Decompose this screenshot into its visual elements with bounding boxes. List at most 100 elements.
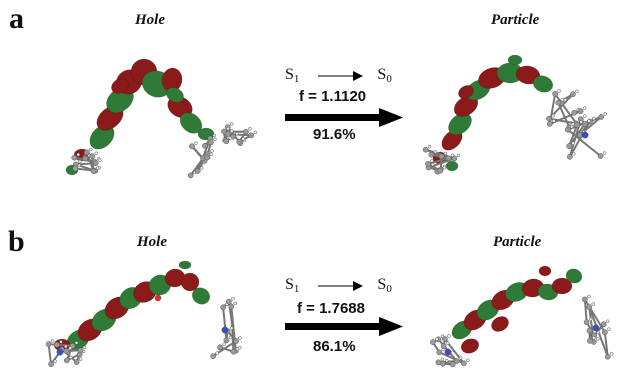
carbon-atom bbox=[54, 341, 60, 348]
orbital-lobe bbox=[445, 160, 459, 172]
hydrogen-atom bbox=[433, 149, 438, 154]
hydrogen-atom bbox=[95, 166, 100, 170]
hydrogen-atom bbox=[68, 346, 73, 350]
bond bbox=[583, 299, 588, 323]
hydrogen-atom bbox=[78, 357, 83, 361]
carbon-atom bbox=[63, 348, 70, 354]
carbon-atom bbox=[83, 149, 90, 156]
bond bbox=[560, 102, 578, 125]
orbital-lobe bbox=[565, 268, 583, 284]
hydrogen-atom bbox=[229, 326, 234, 330]
hydrogen-atom bbox=[587, 294, 591, 299]
hydrogen-atom bbox=[563, 98, 568, 102]
carbon-atom bbox=[236, 139, 243, 145]
orbital-lobe-positive bbox=[111, 78, 129, 94]
nitrogen-atom bbox=[56, 348, 64, 356]
carbon-atom bbox=[604, 353, 611, 360]
carbon-atom bbox=[248, 132, 255, 139]
carbon-atom bbox=[445, 155, 452, 162]
orbital-lobe bbox=[460, 338, 480, 354]
carbon-atom bbox=[202, 142, 208, 149]
hydrogen-atom bbox=[53, 359, 57, 363]
oscillator-strength-a: f = 1.1120 bbox=[299, 88, 367, 105]
carbon-atom bbox=[223, 337, 230, 344]
hydrogen-atom bbox=[94, 151, 99, 155]
hydrogen-atom bbox=[582, 106, 587, 110]
hydrogen-atom bbox=[445, 341, 450, 345]
carbon-atom bbox=[451, 155, 458, 162]
carbon-atom bbox=[90, 168, 97, 174]
hydrogen-atom bbox=[89, 147, 93, 152]
orbital-lobe bbox=[491, 316, 509, 332]
panel-label-b: b bbox=[8, 225, 25, 258]
hydrogen-atom bbox=[213, 137, 217, 142]
hydrogen-atom bbox=[427, 144, 432, 149]
bond bbox=[568, 121, 591, 158]
hydrogen-atom bbox=[199, 166, 204, 170]
hydrogen-atom bbox=[69, 355, 73, 360]
carbon-atom bbox=[428, 151, 435, 158]
orbital-lobe-negative bbox=[166, 87, 184, 103]
carbon-atom bbox=[220, 304, 226, 311]
hydrogen-atom bbox=[231, 296, 235, 301]
carbon-atom bbox=[566, 143, 572, 149]
carbon-atom bbox=[224, 131, 231, 137]
carbon-atom bbox=[48, 361, 54, 367]
carbon-atom bbox=[564, 126, 571, 133]
hydrogen-atom bbox=[579, 120, 583, 124]
carbon-atom bbox=[204, 154, 210, 161]
carbon-atom bbox=[189, 143, 195, 150]
orbital-lobe bbox=[178, 260, 192, 270]
carbon-atom bbox=[422, 146, 429, 153]
hydrogen-atom bbox=[228, 335, 233, 340]
hydrogen-atom bbox=[572, 152, 576, 156]
big-arrow-b bbox=[285, 317, 403, 336]
hydrogen-atom bbox=[248, 127, 252, 131]
carbon-atom bbox=[243, 128, 249, 135]
hydrogen-atom bbox=[552, 119, 556, 123]
hydrogen-atom bbox=[591, 302, 596, 306]
carbon-atom bbox=[449, 361, 456, 368]
hydrogen-atom bbox=[442, 165, 447, 170]
transition-label-a: S1 S0 bbox=[285, 66, 392, 85]
hydrogen-atom bbox=[430, 162, 435, 167]
hydrogen-atom bbox=[228, 136, 232, 140]
carbon-atom bbox=[586, 327, 593, 334]
bond bbox=[557, 102, 571, 128]
carbon-atom bbox=[72, 165, 79, 172]
hydrogen-atom bbox=[64, 344, 68, 349]
carbon-atom bbox=[223, 138, 230, 145]
hydrogen-atom bbox=[610, 351, 614, 356]
orbital-lobe bbox=[538, 265, 552, 277]
carbon-atom bbox=[600, 321, 607, 328]
hydrogen-atom bbox=[59, 340, 63, 344]
orbital-lobe bbox=[191, 287, 211, 305]
carbon-atom bbox=[233, 338, 239, 344]
orbital-lobe bbox=[180, 272, 200, 292]
carbon-atom bbox=[436, 349, 443, 356]
hydrogen-atom bbox=[229, 122, 234, 126]
carbon-atom bbox=[63, 357, 70, 364]
carbon-atom bbox=[425, 160, 431, 167]
hydrogen-atom bbox=[430, 159, 434, 163]
carbon-atom bbox=[460, 360, 467, 367]
carbon-atom bbox=[552, 91, 558, 97]
carbon-atom bbox=[82, 155, 89, 162]
hydrogen-atom bbox=[235, 346, 240, 351]
carbon-atom bbox=[583, 319, 590, 326]
carbon-atom bbox=[574, 122, 580, 128]
carbon-atom bbox=[577, 108, 584, 115]
hydrogen-atom bbox=[447, 334, 451, 338]
carbon-atom bbox=[453, 358, 460, 364]
carbon-atom bbox=[587, 337, 593, 344]
carbon-atom bbox=[582, 121, 588, 127]
hydrogen-atom bbox=[557, 89, 561, 93]
hydrogen-atom bbox=[238, 336, 242, 340]
bond bbox=[568, 124, 579, 147]
hydrogen-atom bbox=[82, 345, 87, 350]
carbon-atom bbox=[566, 153, 573, 160]
carbon-atom bbox=[45, 341, 52, 347]
hydrogen-atom bbox=[194, 141, 198, 145]
hydrogen-atom bbox=[235, 131, 239, 136]
